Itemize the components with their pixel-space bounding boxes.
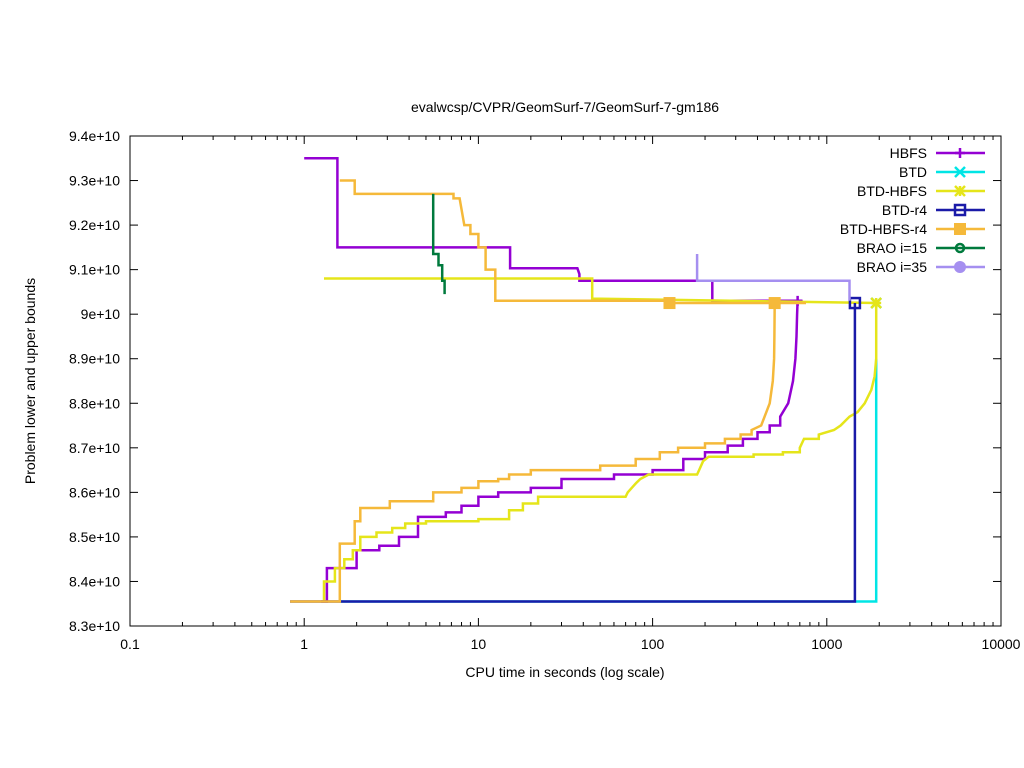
series-line bbox=[324, 277, 877, 305]
y-tick-label: 9.4e+10 bbox=[69, 128, 120, 144]
series-marker bbox=[663, 297, 676, 310]
series-marker bbox=[768, 297, 781, 310]
series-btd-hbfs bbox=[322, 277, 883, 602]
y-tick-label: 9.2e+10 bbox=[69, 217, 120, 233]
series-marker bbox=[870, 297, 883, 309]
x-tick-label: 0.1 bbox=[120, 636, 140, 652]
legend-marker bbox=[954, 242, 966, 254]
legend-label: BRAO i=35 bbox=[857, 259, 928, 275]
y-tick-label: 9.3e+10 bbox=[69, 173, 120, 189]
legend-label: BTD-r4 bbox=[882, 202, 927, 218]
chart-title: evalwcsp/CVPR/GeomSurf-7/GeomSurf-7-gm18… bbox=[411, 99, 719, 115]
legend-marker bbox=[954, 166, 966, 178]
series-line bbox=[431, 193, 446, 295]
series-btd-hbfs-r4 bbox=[290, 179, 806, 603]
plot-frame bbox=[129, 135, 1002, 627]
series-line bbox=[322, 303, 878, 602]
series-line bbox=[304, 157, 802, 303]
series-line bbox=[339, 179, 806, 305]
y-tick-label: 8.6e+10 bbox=[69, 484, 120, 500]
x-tick-label: 10000 bbox=[982, 636, 1021, 652]
series-line bbox=[321, 300, 799, 603]
series-line bbox=[695, 254, 851, 301]
y-tick-label: 8.4e+10 bbox=[69, 573, 120, 589]
series-btd-r4 bbox=[290, 296, 862, 603]
y-tick-label: 8.3e+10 bbox=[69, 618, 120, 634]
legend-label: BTD-HBFS-r4 bbox=[840, 221, 927, 237]
y-tick-label: 9.1e+10 bbox=[69, 262, 120, 278]
legend-marker bbox=[954, 261, 966, 273]
legend-marker bbox=[954, 185, 966, 197]
y-tick-label: 8.7e+10 bbox=[69, 440, 120, 456]
legend-marker bbox=[953, 203, 967, 217]
series-marker bbox=[848, 296, 862, 310]
legend-label: BTD-HBFS bbox=[857, 183, 927, 199]
series-brao-i-15 bbox=[431, 193, 446, 295]
legend-marker bbox=[955, 148, 965, 158]
plot-area bbox=[290, 157, 883, 603]
series-brao-i-35 bbox=[695, 254, 851, 301]
legend-label: BTD bbox=[899, 164, 927, 180]
legend-label: HBFS bbox=[890, 145, 927, 161]
y-tick-label: 9e+10 bbox=[81, 306, 121, 322]
x-tick-label: 10 bbox=[471, 636, 487, 652]
series-line bbox=[290, 303, 857, 603]
series-line bbox=[290, 302, 776, 603]
y-tick-label: 8.5e+10 bbox=[69, 529, 120, 545]
x-tick-label: 1000 bbox=[811, 636, 842, 652]
legend-label: BRAO i=15 bbox=[857, 240, 928, 256]
y-tick-label: 8.8e+10 bbox=[69, 395, 120, 411]
x-axis-title: CPU time in seconds (log scale) bbox=[465, 664, 664, 680]
y-axis-title: Problem lower and upper bounds bbox=[22, 278, 38, 484]
x-tick-label: 1 bbox=[300, 636, 308, 652]
legend: HBFS BTD BTD-HBFS BTD-r4 BTD-HBFS-r4 BRAO i=1… bbox=[840, 145, 985, 275]
legend-marker bbox=[954, 223, 966, 235]
axis-ticks: 0.1 1 10 100 1000 10000 8.3e+10 8.4e+10 8.5e+10 8… bbox=[69, 128, 1021, 652]
y-tick-label: 8.9e+10 bbox=[69, 351, 120, 367]
x-tick-label: 100 bbox=[641, 636, 665, 652]
